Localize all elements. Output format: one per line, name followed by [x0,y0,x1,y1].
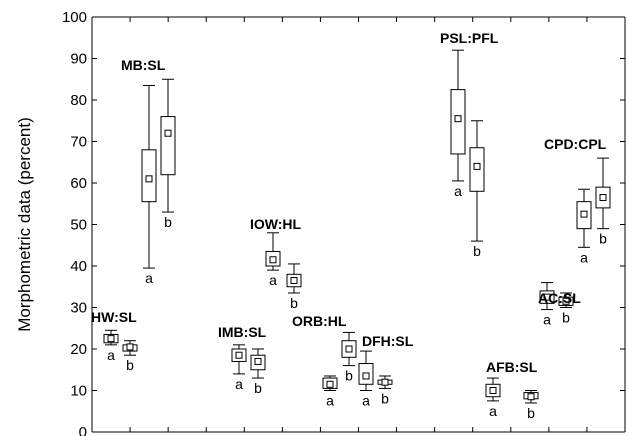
median-marker [381,378,389,386]
median-marker [473,162,481,170]
median-marker [126,343,134,351]
median-marker [290,277,298,285]
group-label: IMB:SL [218,324,267,340]
y-tick-label: 30 [70,300,87,317]
group-label: CPD:CPL [544,136,607,152]
group-label: AC:SL [538,290,581,306]
median-marker [107,335,115,343]
y-tick-label: 10 [70,383,87,400]
box-a: a [141,84,157,286]
box-b: b [250,348,266,396]
y-tick-label: 0 [79,424,87,436]
significance-letter: b [562,310,570,326]
y-tick-label: 60 [70,175,87,192]
significance-letter: b [527,405,535,421]
x-axis [91,17,626,433]
median-marker [489,387,497,394]
significance-letter: a [326,393,334,409]
significance-letter: b [599,231,607,247]
significance-letter: a [269,272,277,288]
significance-letter: a [543,312,551,328]
box-b: b [341,331,357,384]
group-label: ORB:HL [292,313,347,329]
box-group: a b PSL:PFL [440,30,499,259]
significance-letter: a [580,249,588,265]
box-group: ab CPD:CPL [544,136,611,265]
significance-letter: b [381,390,389,406]
y-tick-label: 100 [62,9,87,26]
box-a: a [539,282,555,328]
box-group: a b DFH:SL [358,333,414,409]
box-group: a b AC:SL [538,282,581,328]
significance-letter: b [473,243,481,259]
y-axis-label: Morphometric data (percent) [15,117,34,331]
significance-letter: b [345,368,353,384]
y-tick-label: 20 [70,341,87,358]
median-marker [362,372,370,380]
box-b: b [558,292,574,326]
median-marker [326,380,334,388]
box-a: a [231,344,247,392]
significance-letter: a [107,347,115,363]
box-a: a [485,377,501,419]
box-b: b [122,340,138,373]
y-tick-label: 90 [70,51,87,68]
box-b: b [286,263,302,311]
group-label: PSL:PFL [440,30,499,46]
median-marker [269,256,277,264]
box-b: b [469,120,485,259]
group-label: MB:SL [121,57,166,73]
box-b: b [160,78,176,230]
median-marker [599,194,607,202]
group-label: AFB:SL [486,359,538,375]
significance-letter: b [254,380,262,396]
box-group: a b IMB:SL [218,324,267,396]
box-a: a [450,49,466,199]
box-group: a b MB:SL [121,57,176,286]
box-group: ab HW:SL [91,309,138,373]
median-marker [164,129,172,137]
group-label: IOW:HL [250,216,302,232]
median-marker [235,351,243,359]
significance-letter: a [454,183,462,199]
box-a: a [322,375,338,409]
group-label: HW:SL [91,309,137,325]
significance-letter: b [126,357,134,373]
median-marker [254,357,262,365]
significance-letter: b [290,295,298,311]
box-b: b [377,375,393,406]
iqr-box [160,116,176,176]
box-group: ab IOW:HL [250,216,302,311]
box-a: a [103,329,119,363]
median-marker [345,345,353,353]
median-marker [580,210,588,218]
median-marker [562,297,570,305]
y-tick-label: 40 [70,258,87,275]
significance-letter: a [145,270,153,286]
y-axis: 0 10 20 30 40 50 60 70 80 90 100 [62,9,626,436]
y-tick-label: 50 [70,217,87,234]
y-tick-label: 80 [70,92,87,109]
y-tick-label: 70 [70,134,87,151]
box-a: a [265,232,281,288]
significance-letter: b [164,214,172,230]
box-group: ab ORB:HL [292,313,357,409]
median-marker [145,175,153,183]
significance-letter: a [362,393,370,409]
box-a: a [358,350,374,409]
box-a: a [576,188,592,265]
median-marker [454,115,462,123]
box-group: a b AFB:SL [485,359,539,421]
median-marker [527,393,535,401]
group-label: DFH:SL [362,333,414,349]
box-b: b [523,390,539,421]
box-b: b [595,157,611,247]
significance-letter: a [489,403,497,419]
median-marker [543,293,551,301]
significance-letter: a [235,376,243,392]
